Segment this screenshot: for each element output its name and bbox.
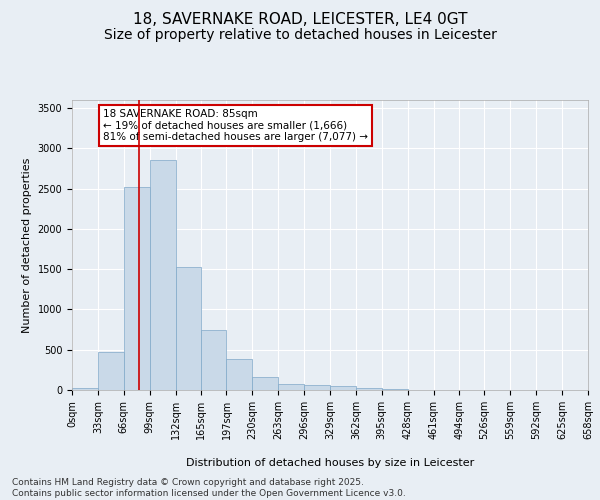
Bar (253, 377, 278, 390)
Bar (382, 389, 407, 390)
Text: 18 SAVERNAKE ROAD: 85sqm
← 19% of detached houses are smaller (1,666)
81% of sem: 18 SAVERNAKE ROAD: 85sqm ← 19% of detach… (103, 108, 368, 142)
Bar (124, 187, 149, 390)
Bar (149, 160, 176, 390)
Bar (304, 385, 330, 390)
Bar (330, 386, 356, 390)
Bar (226, 358, 253, 390)
Text: Distribution of detached houses by size in Leicester: Distribution of detached houses by size … (186, 458, 474, 468)
Text: 18, SAVERNAKE ROAD, LEICESTER, LE4 0GT: 18, SAVERNAKE ROAD, LEICESTER, LE4 0GT (133, 12, 467, 28)
Y-axis label: Number of detached properties: Number of detached properties (22, 158, 32, 332)
Text: Contains HM Land Registry data © Crown copyright and database right 2025.
Contai: Contains HM Land Registry data © Crown c… (12, 478, 406, 498)
Bar (72, 388, 98, 390)
Bar (98, 352, 124, 390)
Text: Size of property relative to detached houses in Leicester: Size of property relative to detached ho… (104, 28, 496, 42)
Bar (278, 384, 304, 390)
Bar (176, 267, 202, 390)
Bar (356, 388, 382, 390)
Bar (202, 330, 226, 390)
